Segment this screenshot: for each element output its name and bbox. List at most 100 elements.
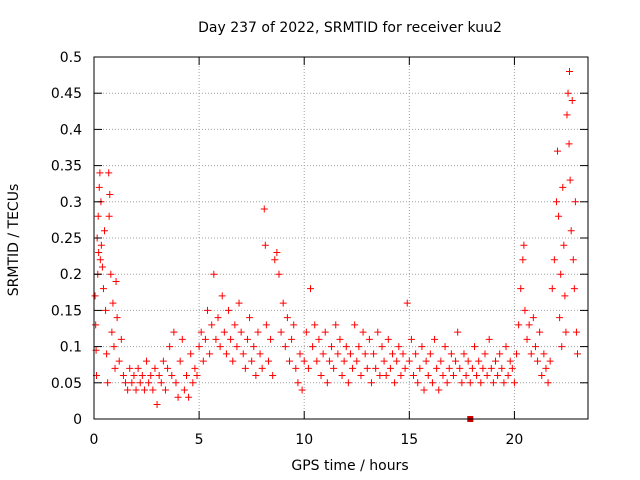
data-point (401, 364, 409, 372)
y-tick-label: 0.2 (60, 267, 82, 283)
data-point (262, 321, 270, 329)
data-point (571, 198, 579, 206)
data-point (449, 372, 457, 380)
data-point (531, 343, 539, 351)
data-point (346, 350, 354, 358)
data-point (132, 386, 140, 394)
data-point (241, 364, 249, 372)
data-point (566, 176, 574, 184)
data-point (355, 343, 363, 351)
data-point (357, 372, 365, 380)
data-point (176, 357, 184, 365)
data-point (164, 364, 172, 372)
data-point (439, 372, 447, 380)
data-point (431, 335, 439, 343)
data-point (323, 379, 331, 387)
data-point (138, 372, 146, 380)
data-point (515, 321, 523, 329)
data-point (149, 386, 157, 394)
data-point (520, 241, 528, 249)
data-point (570, 285, 578, 293)
data-point (106, 191, 114, 199)
data-point (561, 292, 569, 300)
y-tick-label: 0 (73, 412, 82, 428)
data-point (134, 364, 142, 372)
data-point (105, 169, 113, 177)
data-point (513, 350, 521, 358)
data-point (334, 350, 342, 358)
data-point (554, 147, 562, 155)
data-point (422, 357, 430, 365)
data-point (420, 386, 428, 394)
data-point (151, 364, 159, 372)
data-point (443, 379, 451, 387)
x-tick-label: 5 (195, 432, 204, 448)
data-point (380, 357, 388, 365)
data-point (250, 343, 258, 351)
data-point (552, 198, 560, 206)
data-point (283, 314, 291, 322)
data-point (110, 343, 118, 351)
data-point (243, 335, 251, 343)
data-point (536, 328, 544, 336)
data-point (456, 364, 464, 372)
data-point (351, 321, 359, 329)
data-point (370, 350, 378, 358)
data-point (174, 393, 182, 401)
data-point (91, 292, 99, 300)
data-point (269, 372, 277, 380)
data-point (519, 256, 527, 264)
data-point (458, 379, 466, 387)
data-point (166, 343, 174, 351)
data-point (130, 372, 138, 380)
data-point (376, 372, 384, 380)
data-point (199, 357, 207, 365)
data-point (399, 350, 407, 358)
data-point (548, 285, 556, 293)
data-point (208, 321, 216, 329)
data-point (498, 364, 506, 372)
data-point (309, 343, 317, 351)
data-point (393, 357, 401, 365)
data-point (397, 372, 405, 380)
data-point (288, 335, 296, 343)
data-point (372, 364, 380, 372)
data-point (349, 364, 357, 372)
data-point (506, 357, 514, 365)
data-point (294, 379, 302, 387)
data-point (193, 372, 201, 380)
data-point (342, 343, 350, 351)
data-point (197, 328, 205, 336)
y-tick-label: 0.3 (60, 195, 82, 211)
x-tick-label: 20 (506, 432, 524, 448)
data-point (248, 357, 256, 365)
x-tick-label: 0 (90, 432, 99, 448)
data-point (161, 386, 169, 394)
data-point (489, 379, 497, 387)
data-point (285, 357, 293, 365)
data-point (235, 299, 243, 307)
data-point (540, 350, 548, 358)
data-point (313, 357, 321, 365)
data-point (258, 364, 266, 372)
data-point (367, 379, 375, 387)
data-point (147, 372, 155, 380)
data-point (122, 379, 130, 387)
data-point (555, 212, 563, 220)
data-point (214, 314, 222, 322)
data-point (159, 357, 167, 365)
data-point (412, 350, 420, 358)
data-point (95, 248, 103, 256)
data-point (485, 335, 493, 343)
data-point (281, 343, 289, 351)
data-point (559, 183, 567, 191)
data-point (321, 328, 329, 336)
y-tick-label: 0.35 (51, 159, 82, 175)
data-point (216, 343, 224, 351)
data-point (172, 379, 180, 387)
data-point (529, 314, 537, 322)
data-point (492, 357, 500, 365)
data-point (187, 350, 195, 358)
data-point (374, 328, 382, 336)
data-point (481, 350, 489, 358)
